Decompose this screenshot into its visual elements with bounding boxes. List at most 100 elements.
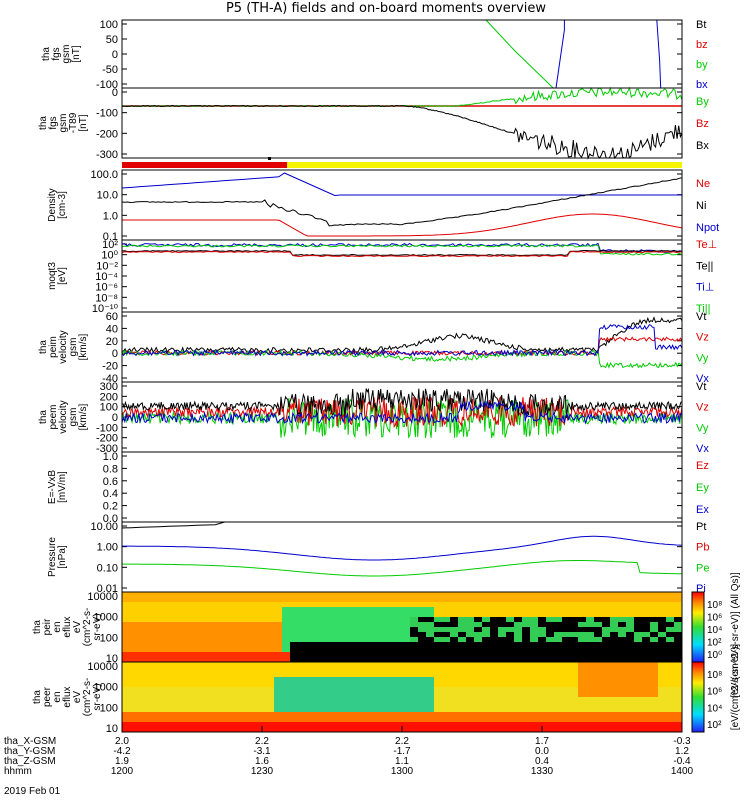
panel-9-heat-cell [650,702,659,708]
panel-9-heat-cell [434,692,443,698]
panel-9-heat-cell [450,692,459,698]
panel-7-ytick-label: 0.10 [97,562,118,574]
panel-4-ylabel-line: peim [48,336,59,358]
panel-8-heat-cell [282,607,291,613]
panel-9-heat-cell [354,682,363,688]
panel-9-heat-cell [482,722,491,728]
panel-8-heat-cell [482,657,491,663]
panel-9-heat-cell [194,697,203,703]
panel-8-heat-cell [394,652,403,658]
panel-8-heat-cell [434,617,443,623]
panel-8-heat-cell [578,617,587,623]
panel-9-heat-cell [362,672,371,678]
panel-8-heat-cell [186,627,195,633]
panel-8-heat-cell [626,592,635,598]
panel-8-heat-cell [410,597,419,603]
panel-9-heat-cell [642,672,651,678]
panel-8-heat-cell [586,657,595,663]
panel-8-heat-cell [458,627,467,633]
panel-9-heat-cell [282,697,291,703]
panel-9-heat-cell [186,707,195,713]
panel-8-heat-cell [466,622,475,628]
panel-9-heat-cell [226,682,235,688]
panel-8-heat-cell [290,657,299,663]
panel-0-frame [121,19,683,89]
panel-8-heat-cell [538,617,547,623]
panel-9-heat-cell [482,662,491,668]
panel-8-heat-cell [594,642,603,648]
panel-8-heat-cell [346,627,355,633]
panel-8-heat-cell [562,612,571,618]
panel-9-heat-cell [482,677,491,683]
panel-9-ylabel-line: (cm^2-s- [82,678,93,717]
panel-8-heat-cell [178,652,187,658]
panel-8-heat-cell [250,622,259,628]
panel-8-heat-cell [250,652,259,658]
panel-8-heat-cell [602,602,611,608]
panel-9-heat-cell [330,682,339,688]
panel-8-heat-cell [442,637,451,643]
panel-9-heat-cell [394,667,403,673]
panel-9-heat-cell [234,682,243,688]
panel-9-heat-cell [282,707,291,713]
panel-9-heat-cell [402,722,411,728]
panel-8-heat-cell [298,627,307,633]
panel-9-heat-cell [258,667,267,673]
panel-9-heat-cell [626,672,635,678]
panel-8-heat-cell [258,657,267,663]
panel-9-heat-cell [562,672,571,678]
panel-8-heat-cell [498,617,507,623]
panel-8-heat-cell [362,622,371,628]
panel-9-heat-cell [522,692,531,698]
panel-8-heat-cell [130,607,139,613]
panel-9-heat-cell [554,722,563,728]
panel-9-heat-cell [522,682,531,688]
panel-8-heat-cell [202,632,211,638]
panel-8-heat-cell [450,632,459,638]
panel-8-heat-cell [138,647,147,653]
panel-8-heat-cell [146,612,155,618]
panel-9-heat-cell [586,672,595,678]
panel-9-heat-cell [210,672,219,678]
panel-9-heat-cell [474,717,483,723]
panel-9-heat-cell [154,712,163,718]
panel-9-heat-cell [194,682,203,688]
panel-8-heat-cell [386,642,395,648]
panel-9-heat-cell [210,697,219,703]
panel-9-heat-cell [274,667,283,673]
panel-9-heat-cell [618,717,627,723]
panel-9-heat-cell [674,682,683,688]
panel-8-heat-cell [202,592,211,598]
panel-9-heat-cell [162,682,171,688]
panel-9-heat-cell [586,707,595,713]
panel-9-heat-cell [674,687,683,693]
panel-4-ylabel-line: gsm [68,338,79,357]
panel-9-heat-cell [242,672,251,678]
panel-9-heat-cell [450,697,459,703]
panel-9-heat-cell [522,687,531,693]
panel-9-heat-cell [386,677,395,683]
panel-9-heat-cell [618,707,627,713]
panel-9-heat-cell [570,677,579,683]
panel-8-heat-cell [466,597,475,603]
panel-9-heat-cell [370,697,379,703]
panel-9-heat-cell [562,722,571,728]
panel-9-heat-cell [186,662,195,668]
panel-9-heat-cell [298,687,307,693]
panel-4-ytick-label: -20 [102,361,118,373]
panel-0-ylabel-line: fgs [51,47,62,60]
panel-9-heat-cell [562,697,571,703]
panel-9-heat-cell [594,662,603,668]
panel-8-heat-cell [290,632,299,638]
panel-8-heat-cell [170,602,179,608]
panel-8-heat-cell [394,622,403,628]
panel-8-heat-cell [570,622,579,628]
panel-9-heat-cell [242,727,251,733]
panel-9-heat-cell [634,702,643,708]
panel-8-heat-cell [242,622,251,628]
panel-9-heat-cell [410,682,419,688]
panel-9-heat-cell [298,667,307,673]
panel-9-heat-cell [402,687,411,693]
panel-8-heat-cell [258,602,267,608]
panel-3-legend-2: Ti⊥ [696,282,714,294]
